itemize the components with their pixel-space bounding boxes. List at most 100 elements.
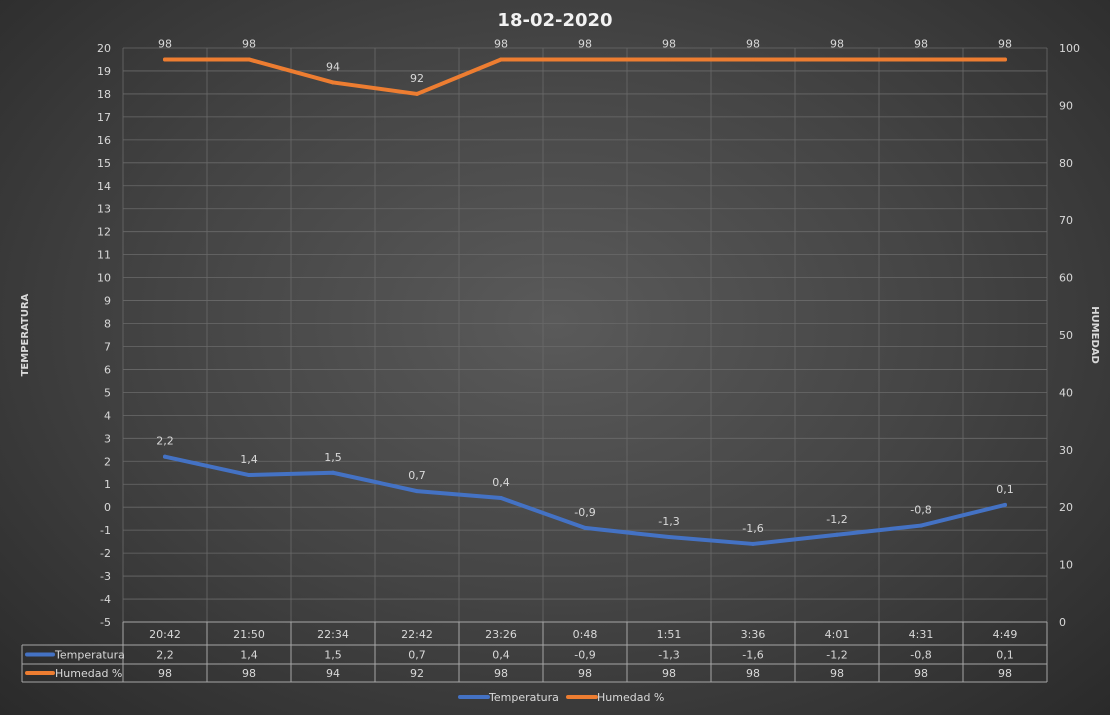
y-left-tick-label: 12 [97,226,111,239]
data-point [415,489,419,494]
data-point [499,57,503,62]
y-left-tick-label: -3 [100,570,111,583]
data-point [331,470,335,475]
y-right-tick-label: 80 [1059,157,1073,170]
y-left-tick-label: 13 [97,203,111,216]
y-right-tick-label: 20 [1059,501,1073,514]
category-label: 3:36 [741,628,766,641]
data-point [1003,57,1007,62]
table-cell: 98 [746,667,760,680]
y-right-tick-label: 40 [1059,386,1073,399]
category-label: 4:31 [909,628,934,641]
data-point [499,496,503,501]
y-left-tick-label: 2 [104,455,111,468]
data-label: 98 [998,37,1012,50]
table-cell: 98 [578,667,592,680]
y-right-tick-label: 30 [1059,444,1073,457]
table-cell: 98 [662,667,676,680]
y-right-tick-label: 0 [1059,616,1066,629]
y-left-tick-label: 18 [97,88,111,101]
y-left-tick-label: 20 [97,42,111,55]
y-left-tick-label: 4 [104,409,111,422]
table-cell: 94 [326,667,340,680]
y-right-tick-label: 10 [1059,559,1073,572]
data-label: 98 [746,37,760,50]
data-point [163,454,167,459]
axes: -5-4-3-2-1012345678910111213141516171819… [97,42,1080,629]
series-lines: 2,2 1,4 1,5 0,7 0,4 -0,9 -1,3 -1,6 -1,2 -0,8 0,1 98… [156,37,1014,546]
y-left-tick-label: -2 [100,547,111,560]
data-table: 20:42 21:50 22:34 22:42 23:26 0:48 1:51 3:36 4:0… [21,621,1048,683]
data-point [1003,502,1007,507]
table-cell: 98 [494,667,508,680]
y-right-tick-label: 100 [1059,42,1080,55]
y-left-tick-label: 8 [104,318,111,331]
data-point [247,57,251,62]
data-label: 98 [494,37,508,50]
table-cell: 98 [914,667,928,680]
data-label: 0,1 [996,483,1014,496]
y-left-tick-label: 14 [97,180,111,193]
y-left-tick-label: 5 [104,386,111,399]
table-cell: -1,2 [826,649,847,662]
table-cell: 98 [998,667,1012,680]
data-point [919,57,923,62]
table-cell: 98 [158,667,172,680]
data-label: 1,4 [240,453,258,466]
data-point [751,57,755,62]
table-cell: 1,5 [324,649,342,662]
data-label: 98 [242,37,256,50]
data-label: 92 [410,72,424,85]
y-right-tick-label: 50 [1059,329,1073,342]
category-label: 21:50 [233,628,265,641]
data-label: 98 [578,37,592,50]
y-left-tick-label: 19 [97,65,111,78]
chart-title: 18-02-2020 [497,10,612,31]
y-left-tick-label: -5 [100,616,111,629]
data-point [415,91,419,96]
data-point [835,532,839,537]
data-point [583,57,587,62]
legend-label: Humedad % [597,691,664,704]
data-point [247,473,251,478]
data-label: -1,6 [742,522,763,535]
y-left-tick-label: 17 [97,111,111,124]
gridlines [122,47,1048,623]
table-cell: -0,9 [574,649,595,662]
data-point [919,523,923,528]
category-label: 0:48 [573,628,598,641]
y-left-tick-label: 16 [97,134,111,147]
table-cell: 98 [242,667,256,680]
data-label: -1,2 [826,513,847,526]
category-label: 22:34 [317,628,349,641]
y-left-tick-label: 10 [97,272,111,285]
data-point [163,57,167,62]
data-label: 98 [158,37,172,50]
data-label: 2,2 [156,435,174,448]
y-right-tick-label: 90 [1059,99,1073,112]
y-left-tick-label: -4 [100,593,111,606]
table-cell: 1,4 [240,649,258,662]
data-label: 0,4 [492,476,510,489]
data-label: 94 [326,60,340,73]
legend-label: Temperatura [488,691,559,704]
category-label: 1:51 [657,628,682,641]
y-left-axis-title: TEMPERATURA [20,293,31,376]
table-cell: -1,3 [658,649,679,662]
y-left-tick-label: 15 [97,157,111,170]
data-label: 0,7 [408,469,426,482]
category-label: 22:42 [401,628,433,641]
y-right-tick-label: 60 [1059,272,1073,285]
data-label: -0,8 [910,504,931,517]
category-label: 4:01 [825,628,850,641]
y-left-tick-label: 11 [97,249,111,262]
data-point [667,535,671,540]
y-left-tick-label: 1 [104,478,111,491]
data-point [751,541,755,546]
table-cell: -1,6 [742,649,763,662]
table-cell: 0,4 [492,649,510,662]
y-right-tick-label: 70 [1059,214,1073,227]
data-point [583,525,587,530]
table-cell: -0,8 [910,649,931,662]
